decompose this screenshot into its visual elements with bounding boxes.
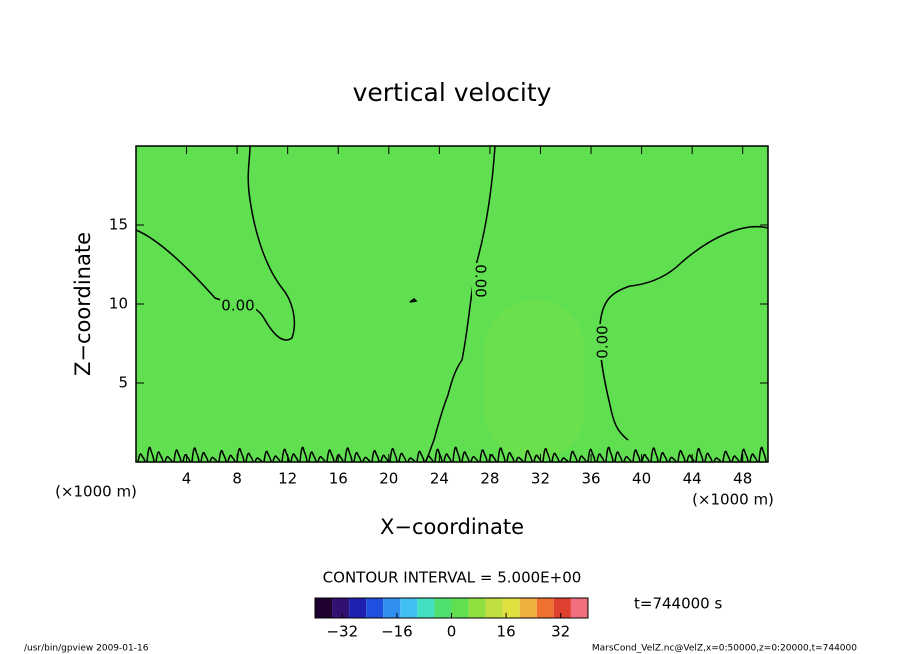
plot-area: 0.00 0.00 0.00 bbox=[135, 145, 769, 463]
colorbar-box bbox=[468, 598, 486, 618]
x-tick-label: 32 bbox=[531, 470, 550, 488]
colorbar-box bbox=[315, 598, 333, 618]
contour-line bbox=[135, 145, 296, 341]
y-tick-label: 5 bbox=[118, 374, 128, 392]
x-axis-label: X−coordinate bbox=[380, 515, 524, 539]
y-tick-label: 10 bbox=[109, 295, 128, 313]
contour-label-bg bbox=[595, 324, 611, 360]
colorbar-box bbox=[553, 598, 571, 618]
chart-title: vertical velocity bbox=[353, 78, 552, 107]
colorbar-box bbox=[332, 598, 350, 618]
contour-label-bg bbox=[472, 263, 488, 299]
x-unit-label: (×1000 m) bbox=[55, 483, 137, 501]
field-shade bbox=[485, 300, 585, 460]
colorbar-box bbox=[434, 598, 452, 618]
contour-line bbox=[598, 225, 769, 441]
contour-line bbox=[424, 145, 496, 463]
colorbar-tick-label: 16 bbox=[497, 623, 516, 641]
x-tick-label: 28 bbox=[480, 470, 499, 488]
colorbar-box bbox=[502, 598, 520, 618]
x-tick-label: 8 bbox=[232, 470, 242, 488]
contour-interval: CONTOUR INTERVAL = 5.000E+00 bbox=[323, 569, 582, 587]
colorbar-box bbox=[417, 598, 435, 618]
colorbar-box bbox=[536, 598, 554, 618]
x-tick-label: 36 bbox=[581, 470, 600, 488]
colorbar-tick-label: −16 bbox=[381, 623, 413, 641]
contour-line bbox=[409, 298, 418, 303]
x-tick-label: 12 bbox=[278, 470, 297, 488]
colorbar-box bbox=[519, 598, 537, 618]
y-tick-label: 15 bbox=[109, 216, 128, 234]
colorbar-box bbox=[485, 598, 503, 618]
colorbar-box bbox=[349, 598, 367, 618]
colorbar-box bbox=[366, 598, 384, 618]
colorbar-tick-label: 0 bbox=[447, 623, 457, 641]
x-unit-label: (×1000 m) bbox=[692, 491, 774, 509]
x-tick-label: 48 bbox=[733, 470, 752, 488]
contour-line bbox=[137, 446, 767, 463]
contour-label: 0.00 bbox=[221, 297, 254, 315]
x-tick-label: 24 bbox=[430, 470, 449, 488]
contour-label: 0.00 bbox=[594, 325, 612, 358]
contour-label: 0.00 bbox=[472, 264, 490, 297]
x-tick-label: 20 bbox=[379, 470, 398, 488]
colorbar-box bbox=[451, 598, 469, 618]
colorbar-tick-label: −32 bbox=[326, 623, 358, 641]
x-tick-label: 40 bbox=[632, 470, 651, 488]
y-axis-label: Z−coordinate bbox=[71, 232, 95, 376]
colorbar-tick-label: 32 bbox=[551, 623, 570, 641]
x-tick-label: 44 bbox=[683, 470, 702, 488]
colorbar-box bbox=[383, 598, 401, 618]
x-tick-label: 4 bbox=[182, 470, 192, 488]
contour-label-bg bbox=[220, 298, 256, 314]
footer-right: MarsCond_VelZ.nc@VelZ,x=0:50000,z=0:2000… bbox=[592, 644, 857, 654]
colorbar-box bbox=[400, 598, 418, 618]
time-label: t=744000 s bbox=[634, 595, 722, 613]
colorbar-box bbox=[570, 598, 588, 618]
x-tick-label: 16 bbox=[329, 470, 348, 488]
footer-left: /usr/bin/gpview 2009-01-16 bbox=[24, 644, 149, 654]
